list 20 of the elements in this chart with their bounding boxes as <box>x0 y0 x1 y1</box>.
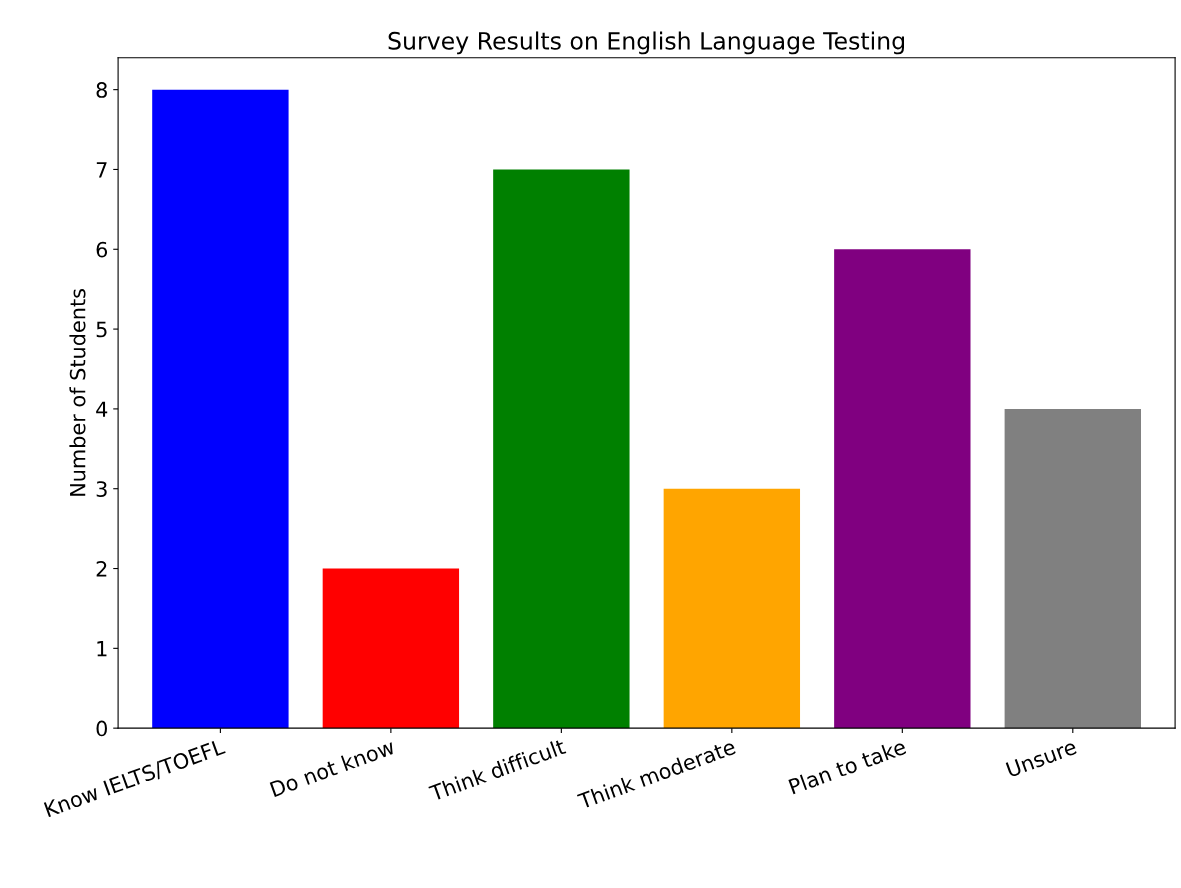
x-tick-label: Unsure <box>1005 738 1078 778</box>
bar <box>152 89 289 729</box>
y-tick-label: 1 <box>97 641 107 657</box>
y-tick-label: 4 <box>96 401 108 417</box>
bar <box>1004 408 1141 729</box>
y-axis-title: Number of Students <box>69 289 86 496</box>
y-tick-label: 2 <box>96 560 107 577</box>
y-tick-label: 8 <box>96 82 107 98</box>
x-tick-label: Plan to take <box>788 738 907 795</box>
bar <box>322 568 460 729</box>
x-tick-label: Do not know <box>269 738 396 798</box>
y-tick-label: 0 <box>96 720 107 737</box>
y-tick-label: 5 <box>96 321 107 338</box>
bar <box>663 488 801 729</box>
y-tick-label: 7 <box>96 162 107 178</box>
chart-title: Survey Results on English Language Testing <box>388 31 905 55</box>
bar <box>834 249 971 729</box>
y-tick-label: 6 <box>96 241 108 258</box>
y-tick-label: 3 <box>96 481 107 497</box>
bar <box>493 169 630 729</box>
